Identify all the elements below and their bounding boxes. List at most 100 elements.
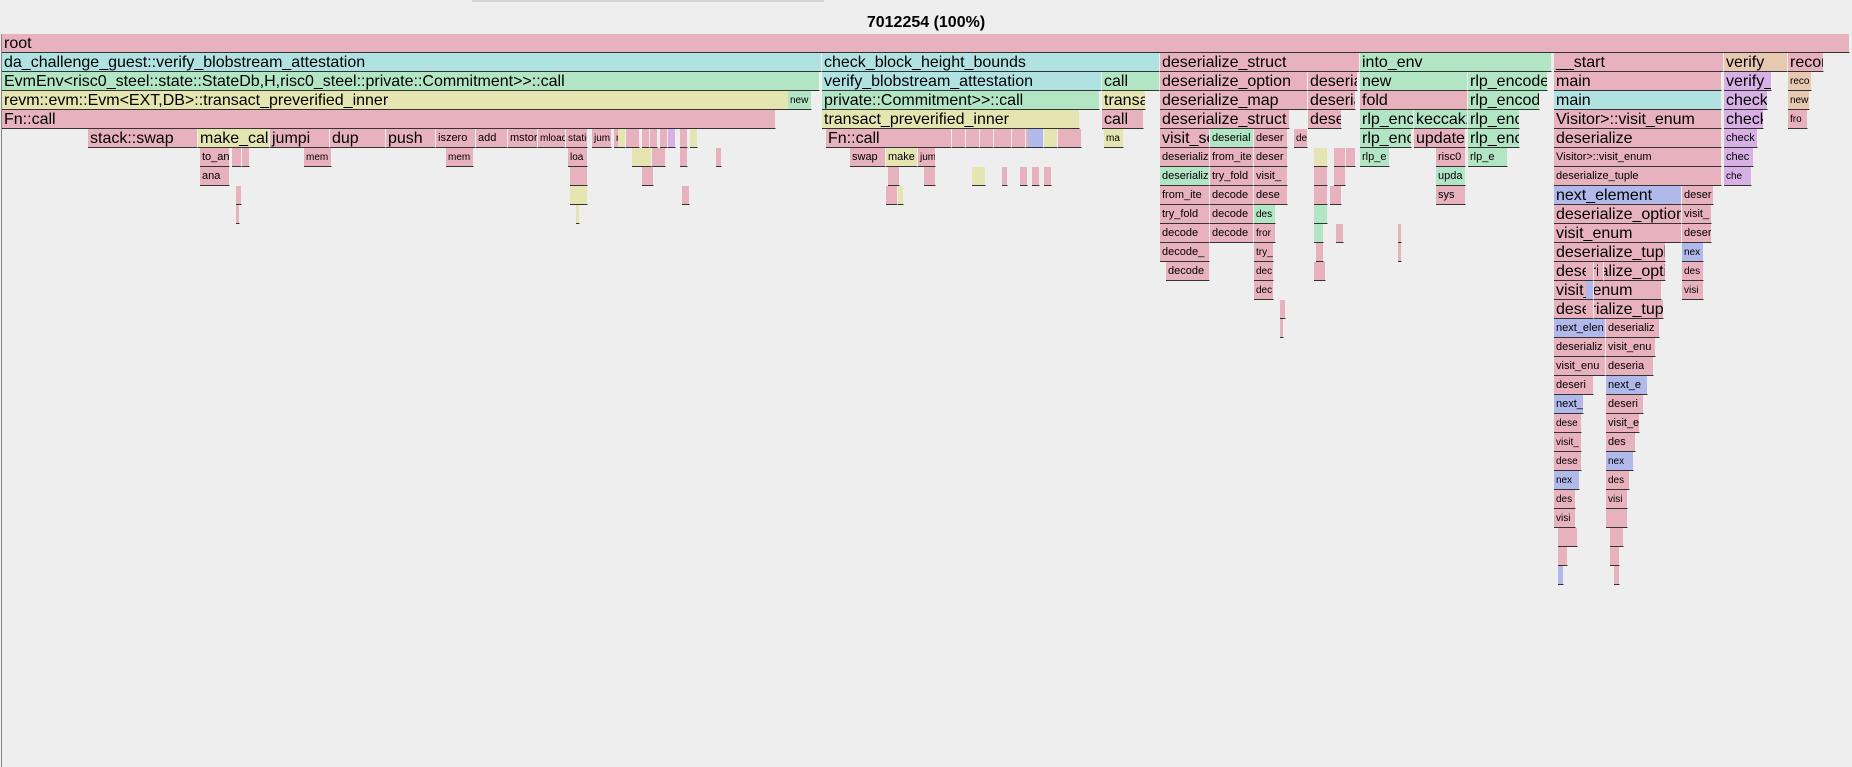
frame-chec[interactable]: chec <box>1724 148 1754 167</box>
frame-next-elen[interactable]: next_elen <box>1554 319 1606 338</box>
frame-check-r[interactable]: check_r <box>1724 110 1764 129</box>
frame[interactable] <box>886 186 898 205</box>
frame-fold[interactable]: fold <box>1360 91 1468 110</box>
frame-deserializ[interactable]: deserializ <box>1160 167 1210 186</box>
frame-from-ite[interactable]: from_ite <box>1160 186 1210 205</box>
frame-make[interactable]: make <box>886 148 918 167</box>
frame-static[interactable]: static <box>566 129 588 148</box>
frame-visit-enu[interactable]: visit_enu <box>1606 338 1656 357</box>
frame-decode[interactable]: decode <box>1210 205 1254 224</box>
frame-mem[interactable]: mem <box>446 148 474 167</box>
frame-visitor-visit-enum[interactable]: Visitor>::visit_enum <box>1554 148 1722 167</box>
frame[interactable] <box>1398 243 1402 262</box>
frame-deserialize[interactable]: deserialize <box>1554 129 1722 148</box>
frame[interactable] <box>1032 167 1040 186</box>
frame-deserialize-map[interactable]: deserialize_map <box>1160 91 1308 110</box>
frame-new[interactable]: new <box>1360 72 1468 91</box>
frame-start[interactable]: __start <box>1554 53 1724 72</box>
frame-stack-swap[interactable]: stack::swap <box>88 129 198 148</box>
frame-mstor[interactable]: mstor <box>508 129 538 148</box>
frame[interactable] <box>1610 547 1620 566</box>
frame-to-an[interactable]: to_an <box>200 148 230 167</box>
frame[interactable] <box>236 186 242 205</box>
frame-next-e[interactable]: next_e <box>1606 376 1648 395</box>
frame-dup[interactable]: dup <box>330 129 386 148</box>
frame-dec[interactable]: dec <box>1254 262 1274 281</box>
frame[interactable] <box>1330 186 1342 205</box>
frame[interactable] <box>1606 509 1628 528</box>
frame-nex[interactable]: nex <box>1606 452 1634 471</box>
frame-call[interactable]: call <box>1102 110 1144 129</box>
frame[interactable] <box>716 148 722 167</box>
frame-deseri[interactable]: deseri <box>1554 376 1594 395</box>
frame-da-challenge-guest-verify-blobstream-attestation[interactable]: da_challenge_guest::verify_blobstream_at… <box>2 53 822 72</box>
frame-deserialize-option[interactable]: deserialize_option <box>1160 72 1308 91</box>
frame-make-call-fra[interactable]: make_call_fra <box>198 129 270 148</box>
frame[interactable] <box>1002 167 1008 186</box>
frame[interactable] <box>668 129 676 148</box>
frame[interactable] <box>1558 528 1578 547</box>
frame-try[interactable]: try_ <box>1254 243 1274 262</box>
frame-deserial[interactable]: deserial <box>1210 129 1254 148</box>
frame[interactable] <box>660 129 668 148</box>
frame-rlp-e[interactable]: rlp_e <box>1360 148 1390 167</box>
frame-deserialize-option[interactable]: deserialize_option <box>1554 205 1682 224</box>
frame-root[interactable]: root <box>2 34 1850 53</box>
frame-nex[interactable]: nex <box>1682 243 1704 262</box>
frame-reco[interactable]: reco <box>1788 72 1812 91</box>
frame[interactable] <box>1586 262 1594 281</box>
frame-visit[interactable]: visit_ <box>1554 433 1582 452</box>
frame[interactable] <box>1314 148 1328 167</box>
frame-update[interactable]: update <box>1414 129 1466 148</box>
frame-next[interactable]: next_ <box>1554 395 1584 414</box>
frame-visi[interactable]: visi <box>1554 509 1576 528</box>
frame[interactable] <box>996 129 1012 148</box>
frame[interactable] <box>1020 167 1028 186</box>
frame[interactable] <box>242 148 250 167</box>
frame-fror[interactable]: fror <box>1254 224 1276 243</box>
frame[interactable] <box>952 129 966 148</box>
frame-mem[interactable]: mem <box>304 148 332 167</box>
frame-decode[interactable]: decode <box>1210 186 1254 205</box>
frame-jum[interactable]: jum <box>592 129 612 148</box>
frame[interactable] <box>650 129 658 148</box>
frame-risc0[interactable]: risc0 <box>1436 148 1466 167</box>
frame-visit-enum[interactable]: visit_enum <box>1554 281 1662 300</box>
frame-try-fold[interactable]: try_fold <box>1210 167 1254 186</box>
frame[interactable] <box>1336 224 1344 243</box>
frame[interactable] <box>1028 129 1044 148</box>
frame[interactable] <box>1558 566 1564 585</box>
frame[interactable] <box>1044 167 1052 186</box>
frame-deser[interactable]: deser <box>1682 224 1712 243</box>
frame[interactable] <box>642 129 650 148</box>
frame[interactable] <box>690 129 698 148</box>
frame-visi[interactable]: visi <box>1682 281 1704 300</box>
frame-des[interactable]: des <box>1294 129 1308 148</box>
frame-evmenv-risc0-steel-state-statedb-h-risc0-steel-private-commitment-call[interactable]: EvmEnv<risc0_steel::state::StateDb,H,ris… <box>2 72 820 91</box>
frame[interactable] <box>1334 167 1346 186</box>
frame[interactable] <box>1334 148 1346 167</box>
frame[interactable] <box>1014 129 1026 148</box>
frame-decode[interactable]: decode_ <box>1160 243 1210 262</box>
frame-deserialize-tuple[interactable]: deserialize_tuple <box>1554 243 1666 262</box>
frame-check-block-height-bounds[interactable]: check_block_height_bounds <box>822 53 1160 72</box>
frame-main[interactable]: main <box>1554 72 1722 91</box>
frame[interactable] <box>680 148 688 167</box>
frame-nex[interactable]: nex <box>1554 471 1580 490</box>
frame-des[interactable]: des <box>1606 433 1636 452</box>
frame-decode[interactable]: decode <box>1160 224 1210 243</box>
frame-deserializ[interactable]: deserializ <box>1160 148 1210 167</box>
frame-decode[interactable]: decode <box>1210 224 1254 243</box>
frame-deserializ[interactable]: deserializ <box>1554 338 1606 357</box>
frame[interactable] <box>632 148 652 167</box>
frame-sys[interactable]: sys <box>1436 186 1466 205</box>
frame-deserial[interactable]: deserial <box>1308 91 1356 110</box>
frame-ana[interactable]: ana <box>200 167 230 186</box>
frame-visit-enu[interactable]: visit_enu <box>1554 357 1606 376</box>
frame-visit[interactable]: visit_ <box>1254 167 1288 186</box>
frame-dec[interactable]: dec <box>1254 281 1274 300</box>
frame[interactable] <box>1314 205 1328 224</box>
frame[interactable] <box>924 167 936 186</box>
frame-decode[interactable]: decode <box>1166 262 1210 281</box>
frame[interactable] <box>1314 262 1326 281</box>
